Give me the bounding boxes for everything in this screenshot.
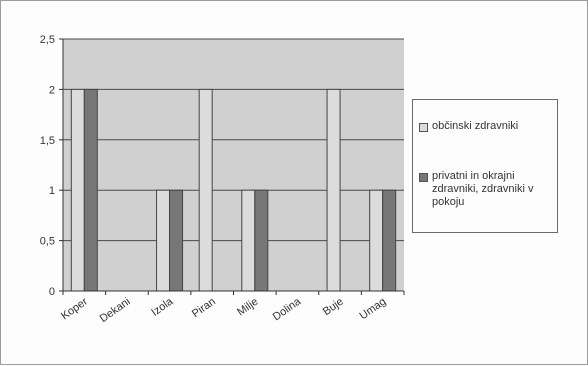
bar-milje-series-2 — [254, 189, 269, 292]
y-tick-label-1: 0,5 — [40, 236, 55, 248]
x-tick-label-dolina: Dolina — [271, 295, 304, 323]
x-tick-label-koper: Koper — [59, 295, 90, 322]
bar-koper-series-2 — [83, 88, 98, 292]
bar-piran-series-1 — [198, 88, 213, 292]
x-tick-label-milje: Milje — [235, 296, 260, 319]
y-tick-labels: 0 0,5 1 1,5 2 2,5 — [40, 34, 55, 298]
y-tick-label-3: 1,5 — [40, 135, 55, 147]
y-tick-label-2: 1 — [49, 185, 55, 197]
legend-swatch-series-2 — [419, 173, 428, 182]
legend: občinski zdravniki privatni in okrajni z… — [412, 99, 558, 233]
y-tick-label-4: 2 — [49, 84, 55, 96]
bar-milje-series-1 — [241, 189, 256, 292]
gridlines — [63, 38, 404, 291]
bar-umag-series-1 — [369, 189, 384, 292]
bar-buje-series-1 — [326, 88, 341, 292]
bar-umag-series-2 — [382, 189, 397, 292]
plot-area — [63, 39, 404, 291]
bar-koper-series-1 — [70, 88, 85, 292]
x-tick-label-dekani: Dekani — [98, 296, 133, 325]
legend-swatch-series-1 — [419, 123, 428, 132]
bar-izola-series-2 — [169, 189, 184, 292]
legend-item-series-2: privatni in okrajni zdravniki, zdravniki… — [419, 170, 555, 209]
x-tick-label-umag: Umag — [357, 296, 388, 323]
x-tick-label-piran: Piran — [190, 296, 218, 321]
legend-item-series-1: občinski zdravniki — [419, 120, 555, 133]
y-tick-label-0: 0 — [49, 286, 55, 298]
x-tick-labels: Koper Dekani Izola Piran Milje Dolina Buje Umag — [59, 295, 388, 325]
x-tick-label-buje: Buje — [321, 296, 346, 318]
x-tick-label-izola: Izola — [149, 295, 176, 319]
legend-label-series-1: občinski zdravniki — [432, 120, 519, 132]
y-tick-label-5: 2,5 — [40, 34, 55, 46]
legend-label-series-2: privatni in okrajni zdravniki, zdravniki… — [432, 170, 534, 208]
bar-izola-series-1 — [156, 189, 171, 292]
axes — [59, 38, 405, 295]
